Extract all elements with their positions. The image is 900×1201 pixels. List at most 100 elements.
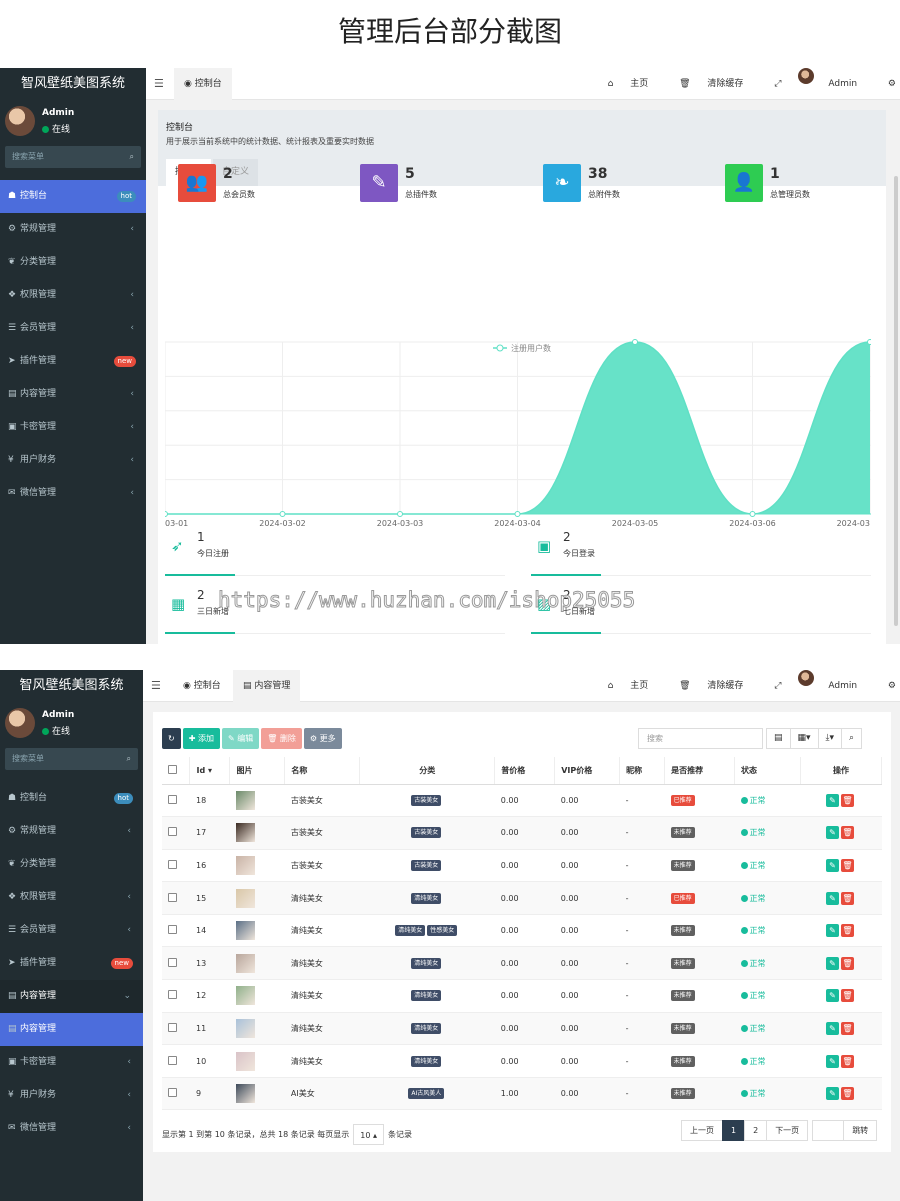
page-button-2[interactable]: 2 (744, 1120, 768, 1141)
row-select-cell[interactable] (162, 849, 190, 883)
row-checkbox[interactable] (168, 794, 177, 804)
recommend-badge[interactable]: 未推荐 (670, 1022, 695, 1034)
edit-icon[interactable]: ✎ (825, 793, 839, 807)
thumbnail-image[interactable] (235, 986, 255, 1006)
select-all-header[interactable] (162, 757, 191, 785)
edit-icon[interactable]: ✎ (825, 1087, 839, 1101)
tab-content[interactable]: ▤ 内容管理 (233, 670, 301, 702)
delete-icon[interactable]: 🗑 (840, 1054, 854, 1068)
settings-gear-icon[interactable]: ⚙ (887, 79, 896, 89)
clear-cache-button[interactable]: 🗑 清除缓存 (679, 68, 757, 100)
toolbar-button-1[interactable]: ✚ 添加 (182, 728, 220, 749)
clear-cache-button[interactable]: 🗑 清除缓存 (679, 670, 757, 702)
table-row[interactable]: 11 清纯美女 清纯美女 0.00 0.00- 未推荐 正常 ✎ 🗑 (162, 1012, 882, 1046)
column-header[interactable]: 图片 (229, 757, 286, 785)
thumbnail-image[interactable] (235, 888, 255, 908)
page-jump-input[interactable] (812, 1120, 845, 1141)
fullscreen-icon[interactable]: ⤢ (774, 79, 782, 89)
sort-desc-icon[interactable]: ▾ (205, 765, 212, 775)
row-checkbox[interactable] (168, 957, 177, 967)
column-header[interactable]: 昵称 (619, 757, 666, 785)
recommend-badge[interactable]: 未推荐 (670, 859, 695, 871)
row-checkbox[interactable] (168, 892, 177, 902)
edit-icon[interactable]: ✎ (825, 1054, 839, 1068)
column-header[interactable]: Id ▾ (189, 757, 231, 785)
tab-dashboard[interactable]: ◉ 控制台 (174, 68, 232, 100)
user-menu[interactable]: Admin (798, 670, 871, 702)
edit-icon[interactable]: ✎ (825, 858, 839, 872)
toolbar-button-3[interactable]: 🗑 删除 (261, 728, 302, 749)
delete-icon[interactable]: 🗑 (840, 826, 854, 840)
delete-icon[interactable]: 🗑 (840, 1021, 854, 1035)
table-row[interactable]: 13 清纯美女 清纯美女 0.00 0.00- 未推荐 正常 ✎ 🗑 (162, 946, 882, 981)
column-header[interactable]: 分类 (359, 757, 496, 785)
settings-gear-icon[interactable]: ⚙ (887, 681, 896, 691)
row-select-cell[interactable] (162, 1012, 190, 1046)
sidebar-item-5[interactable]: ➤ 插件管理 new (0, 345, 146, 378)
recommend-badge[interactable]: 未推荐 (670, 1055, 695, 1067)
sidebar-item-3[interactable]: ❖ 权限管理 ‹ (0, 881, 143, 914)
row-select-cell[interactable] (162, 946, 190, 981)
scrollbar[interactable] (894, 176, 898, 626)
export-icon[interactable]: ⤓▾ (817, 728, 843, 749)
thumbnail-image[interactable] (235, 953, 255, 973)
toolbar-button-2[interactable]: ✎ 编辑 (221, 728, 260, 749)
menu-toggle-icon[interactable]: ☰ (154, 77, 164, 90)
sidebar-item-2[interactable]: ❦ 分类管理 (0, 848, 143, 881)
table-row[interactable]: 16 古装美女 古装美女 0.00 0.00- 未推荐 正常 ✎ 🗑 (162, 849, 882, 883)
table-row[interactable]: 12 清纯美女 清纯美女 0.00 0.00- 未推荐 正常 ✎ 🗑 (162, 979, 882, 1013)
page-jump-button[interactable]: 跳转 (843, 1120, 878, 1141)
sidebar-item-4[interactable]: ☰ 会员管理 ‹ (0, 312, 146, 345)
fullscreen-icon[interactable]: ⤢ (774, 681, 782, 691)
table-row[interactable]: 15 清纯美女 清纯美女 0.00 0.00- 已推荐 正常 ✎ 🗑 (162, 881, 882, 915)
table-search-input[interactable]: 搜索 (638, 728, 763, 749)
sidebar-item-0[interactable]: ☗ 控制台 hot (0, 782, 143, 815)
home-link[interactable]: ⌂ 主页 (608, 670, 663, 702)
row-checkbox[interactable] (168, 859, 177, 869)
thumbnail-image[interactable] (235, 855, 255, 875)
edit-icon[interactable]: ✎ (825, 956, 839, 970)
row-checkbox[interactable] (168, 925, 177, 935)
home-link[interactable]: ⌂ 主页 (608, 68, 663, 100)
edit-icon[interactable]: ✎ (825, 924, 839, 938)
sidebar-item-1[interactable]: ⚙ 常规管理 ‹ (0, 213, 146, 246)
sidebar-item-6[interactable]: ▤ 内容管理 ⌄ (0, 980, 143, 1013)
row-select-cell[interactable] (162, 1044, 190, 1078)
row-select-cell[interactable] (162, 914, 190, 948)
table-row[interactable]: 18 古装美女 古装美女 0.00 0.00- 已推荐 正常 ✎ 🗑 (162, 784, 882, 818)
edit-icon[interactable]: ✎ (825, 826, 839, 840)
edit-icon[interactable]: ✎ (825, 1021, 839, 1035)
row-select-cell[interactable] (162, 881, 190, 915)
brand-title[interactable]: 智风壁纸美图系统 (0, 68, 146, 100)
thumbnail-image[interactable] (235, 790, 255, 810)
sidebar-item-8[interactable]: ▣ 卡密管理 ‹ (0, 1046, 143, 1079)
sidebar-item-9[interactable]: ✉ 微信管理 ‹ (0, 477, 146, 510)
toolbar-button-0[interactable]: ↻ (162, 728, 181, 749)
delete-icon[interactable]: 🗑 (840, 858, 854, 872)
page-button-0[interactable]: 上一页 (681, 1120, 723, 1141)
recommend-badge[interactable]: 未推荐 (670, 957, 695, 969)
row-select-cell[interactable] (162, 816, 190, 850)
menu-toggle-icon[interactable]: ☰ (151, 679, 161, 692)
page-size-select[interactable]: 10 ▴ (353, 1124, 384, 1145)
recommend-badge[interactable]: 未推荐 (670, 990, 695, 1002)
page-button-1[interactable]: 1 (722, 1120, 746, 1141)
row-checkbox[interactable] (168, 1088, 177, 1098)
sidebar-item-6[interactable]: ▤ 内容管理 ‹ (0, 378, 146, 411)
recommend-badge[interactable]: 已推荐 (670, 892, 695, 904)
sidebar-item-7[interactable]: ▣ 卡密管理 ‹ (0, 411, 146, 444)
sidebar-item-5[interactable]: ➤ 插件管理 new (0, 947, 143, 980)
sidebar-item-1[interactable]: ⚙ 常规管理 ‹ (0, 815, 143, 848)
column-header[interactable]: 名称 (284, 757, 361, 785)
delete-icon[interactable]: 🗑 (840, 1087, 854, 1101)
sidebar-item-10[interactable]: ✉ 微信管理 ‹ (0, 1112, 143, 1145)
delete-icon[interactable]: 🗑 (840, 793, 854, 807)
thumbnail-image[interactable] (235, 1018, 255, 1038)
recommend-badge[interactable]: 已推荐 (670, 794, 695, 806)
sidebar-item-4[interactable]: ☰ 会员管理 ‹ (0, 914, 143, 947)
delete-icon[interactable]: 🗑 (840, 924, 854, 938)
delete-icon[interactable]: 🗑 (840, 989, 854, 1003)
sidebar-item-2[interactable]: ❦ 分类管理 (0, 246, 146, 279)
column-header[interactable]: 普价格 (494, 757, 556, 785)
recommend-badge[interactable]: 未推荐 (670, 925, 695, 937)
